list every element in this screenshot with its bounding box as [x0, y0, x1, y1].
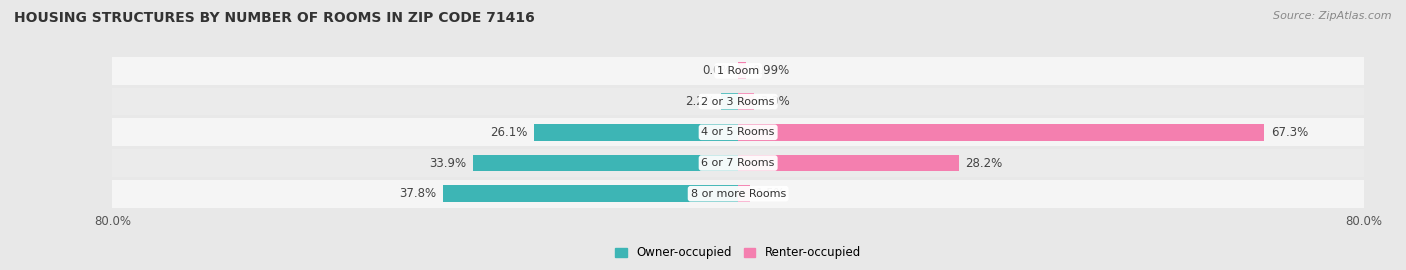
Text: 2.0%: 2.0% — [761, 95, 790, 108]
Text: 28.2%: 28.2% — [965, 157, 1002, 170]
Text: 67.3%: 67.3% — [1271, 126, 1308, 139]
Legend: Owner-occupied, Renter-occupied: Owner-occupied, Renter-occupied — [610, 242, 866, 264]
Text: 1.5%: 1.5% — [756, 187, 786, 200]
Bar — [721, 93, 738, 110]
Bar — [112, 88, 1364, 115]
Bar — [738, 185, 749, 202]
Text: 4 or 5 Rooms: 4 or 5 Rooms — [702, 127, 775, 137]
Text: 2.2%: 2.2% — [685, 95, 714, 108]
Text: 0.99%: 0.99% — [752, 64, 789, 77]
Bar — [534, 124, 738, 141]
Bar — [738, 154, 959, 171]
Bar — [738, 124, 1264, 141]
Text: 1 Room: 1 Room — [717, 66, 759, 76]
Text: 0.0%: 0.0% — [702, 64, 733, 77]
Bar — [112, 57, 1364, 85]
Text: 33.9%: 33.9% — [430, 157, 467, 170]
Bar — [112, 180, 1364, 208]
Bar — [472, 154, 738, 171]
Text: 8 or more Rooms: 8 or more Rooms — [690, 189, 786, 199]
Text: 37.8%: 37.8% — [399, 187, 436, 200]
Text: 6 or 7 Rooms: 6 or 7 Rooms — [702, 158, 775, 168]
Bar — [738, 62, 747, 79]
Bar — [443, 185, 738, 202]
Bar — [738, 93, 754, 110]
Text: 2 or 3 Rooms: 2 or 3 Rooms — [702, 97, 775, 107]
Text: Source: ZipAtlas.com: Source: ZipAtlas.com — [1274, 11, 1392, 21]
Bar — [112, 119, 1364, 146]
Bar — [112, 149, 1364, 177]
Text: 26.1%: 26.1% — [491, 126, 527, 139]
Text: HOUSING STRUCTURES BY NUMBER OF ROOMS IN ZIP CODE 71416: HOUSING STRUCTURES BY NUMBER OF ROOMS IN… — [14, 11, 534, 25]
